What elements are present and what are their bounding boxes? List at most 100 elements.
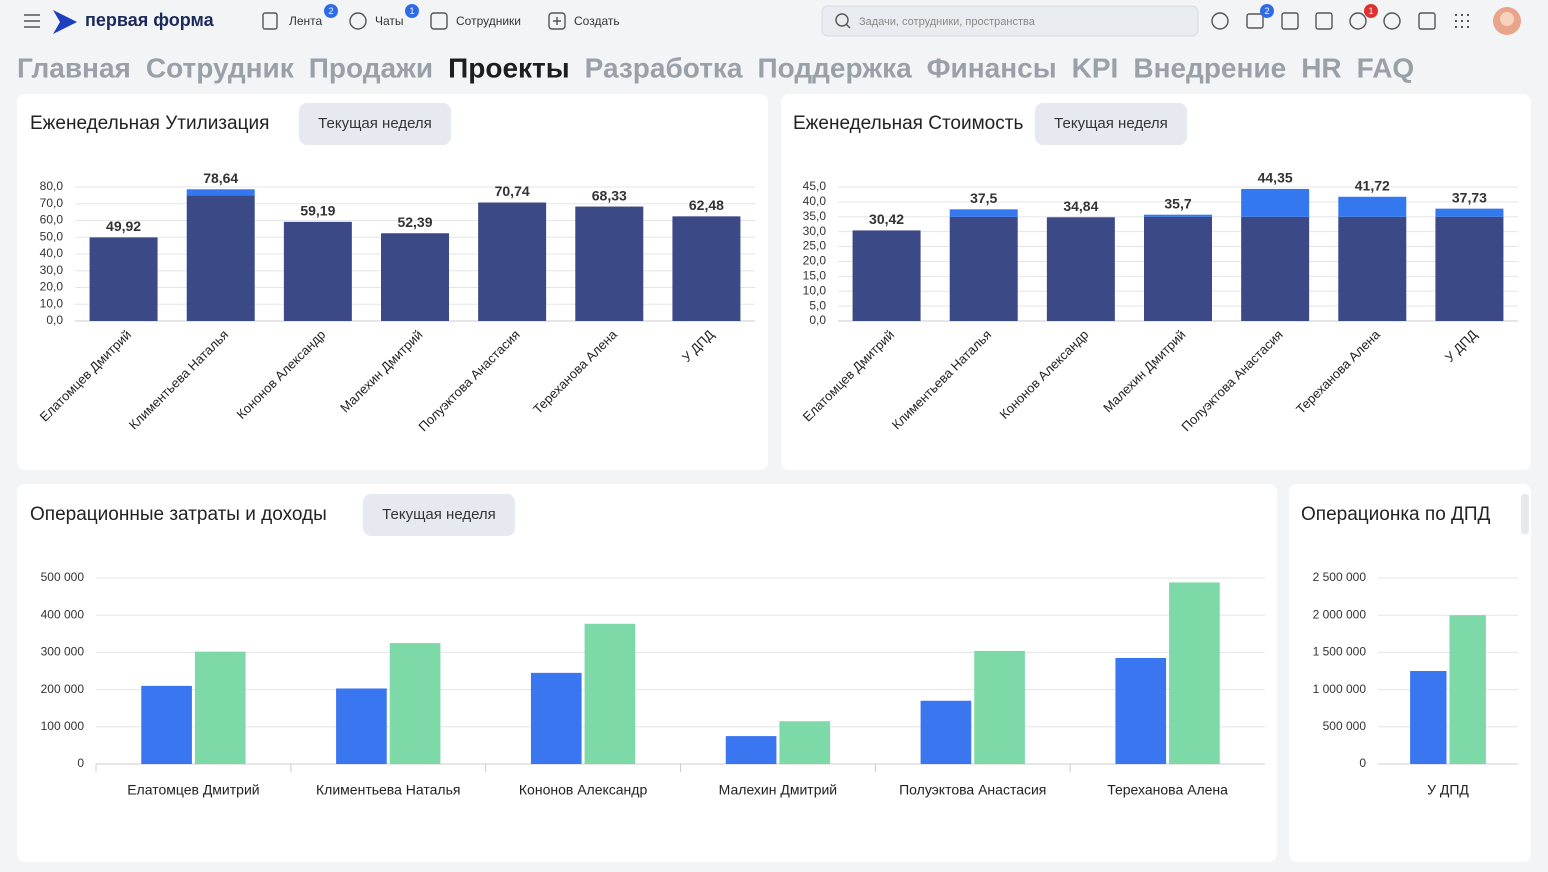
y-tick-label: 0 xyxy=(1359,756,1366,770)
bar-overflow xyxy=(949,209,1018,217)
toolbar-icons[interactable] xyxy=(1211,12,1469,30)
create-icon xyxy=(548,12,566,30)
bar xyxy=(779,721,831,764)
y-tick-label: 30,0 xyxy=(40,263,64,277)
y-tick-label: 20,0 xyxy=(803,254,827,268)
period-button[interactable] xyxy=(363,494,515,536)
tab[interactable]: KPI xyxy=(1072,52,1119,83)
search-box[interactable] xyxy=(821,5,1199,37)
bar xyxy=(389,643,441,764)
value-label: 78,64 xyxy=(203,170,238,186)
x-tick-label: Кононов Александр xyxy=(519,782,648,798)
badge-count: 2 xyxy=(328,6,333,16)
chart-title: Операционка по ДПД xyxy=(1301,504,1491,525)
tab[interactable]: Финансы xyxy=(927,52,1057,83)
tab[interactable]: FAQ xyxy=(1357,52,1415,83)
bar xyxy=(1115,657,1167,764)
search-placeholder: Задачи, сотрудники, пространства xyxy=(859,16,1036,28)
tab[interactable]: Главная xyxy=(17,52,131,83)
chart-title: Еженедельная Стоимость xyxy=(793,113,1023,134)
x-tick-label: Елатомцев Дмитрий xyxy=(127,782,259,798)
y-tick-label: 100 000 xyxy=(41,719,85,733)
y-tick-label: 80,0 xyxy=(40,179,64,193)
value-label: 44,35 xyxy=(1258,170,1293,186)
y-tick-label: 35,0 xyxy=(803,209,827,223)
bar-overflow xyxy=(1435,208,1504,217)
y-tick-label: 0 xyxy=(77,756,84,770)
bar xyxy=(1046,217,1115,321)
tab[interactable]: Разработка xyxy=(585,52,743,83)
bar xyxy=(974,650,1025,764)
hamburger[interactable] xyxy=(24,14,40,28)
logo[interactable]: первая форма xyxy=(85,10,215,30)
badge xyxy=(405,4,419,18)
bar xyxy=(575,206,644,321)
bar xyxy=(530,672,582,764)
x-tick-label: Климентьева Наталья xyxy=(316,782,460,798)
y-tick-label: 50,0 xyxy=(40,229,64,243)
bar-overflow xyxy=(186,189,255,196)
badge-count: 2 xyxy=(1264,6,1269,16)
bar xyxy=(1169,582,1220,764)
nav-item[interactable]: Чаты xyxy=(375,14,404,28)
value-label: 59,19 xyxy=(300,203,335,219)
badge xyxy=(1260,4,1274,18)
period-button-label: Текущая неделя xyxy=(1054,115,1168,132)
x-tick-label: Тереханова Алена xyxy=(1107,782,1228,798)
y-tick-label: 45,0 xyxy=(803,179,827,193)
bar xyxy=(1410,671,1447,764)
bar xyxy=(1338,216,1407,321)
x-tick-label: Полуэктова Анастасия xyxy=(899,782,1046,798)
bar xyxy=(194,651,246,764)
tab[interactable]: Внедрение xyxy=(1133,52,1286,83)
y-tick-label: 40,0 xyxy=(803,194,827,208)
x-tick-label: Малехин Дмитрий xyxy=(719,782,837,798)
period-button-label: Текущая неделя xyxy=(382,506,496,523)
period-button[interactable] xyxy=(1035,103,1187,145)
staff-icon xyxy=(430,12,448,30)
bar xyxy=(1449,615,1486,764)
bar xyxy=(584,623,636,764)
tab[interactable]: Проекты xyxy=(448,52,570,83)
y-tick-label: 1 000 000 xyxy=(1313,682,1367,696)
nav-item[interactable]: Сотрудники xyxy=(456,14,521,28)
value-label: 41,72 xyxy=(1355,177,1390,193)
nav-item[interactable]: Создать xyxy=(574,14,620,28)
tab[interactable]: Поддержка xyxy=(758,52,913,83)
bar xyxy=(336,688,387,764)
bar xyxy=(141,685,192,764)
value-label: 62,48 xyxy=(689,197,724,213)
chart-title: Еженедельная Утилизация xyxy=(30,113,269,134)
y-tick-label: 400 000 xyxy=(41,607,85,621)
value-label: 49,92 xyxy=(106,218,141,234)
bar xyxy=(672,216,741,321)
chart-title: Операционные затраты и доходы xyxy=(30,504,327,525)
y-tick-label: 40,0 xyxy=(40,246,64,260)
badge xyxy=(324,4,338,18)
bar xyxy=(381,233,449,321)
y-tick-label: 15,0 xyxy=(803,269,827,283)
tab[interactable]: HR xyxy=(1301,52,1341,83)
y-tick-label: 1 500 000 xyxy=(1313,645,1367,659)
y-tick-label: 30,0 xyxy=(803,224,827,238)
tab[interactable]: Продажи xyxy=(309,52,433,83)
tab[interactable]: Сотрудник xyxy=(146,52,295,83)
feed-icon xyxy=(262,12,278,30)
period-button-label: Текущая неделя xyxy=(318,115,432,132)
badge xyxy=(1364,4,1378,18)
y-tick-label: 500 000 xyxy=(41,570,85,584)
value-label: 68,33 xyxy=(592,187,627,203)
y-tick-label: 70,0 xyxy=(40,196,64,210)
y-tick-label: 0,0 xyxy=(46,313,63,327)
bar xyxy=(852,230,921,321)
period-button[interactable] xyxy=(299,103,451,145)
y-tick-label: 500 000 xyxy=(1323,719,1367,733)
logo-mark xyxy=(53,10,77,34)
bar xyxy=(186,195,255,321)
value-label: 34,84 xyxy=(1063,198,1098,214)
nav-item[interactable]: Лента xyxy=(289,14,323,28)
value-label: 30,42 xyxy=(869,211,904,227)
chat-icon xyxy=(349,12,367,30)
bar xyxy=(725,736,777,764)
badge-count: 1 xyxy=(409,6,414,16)
